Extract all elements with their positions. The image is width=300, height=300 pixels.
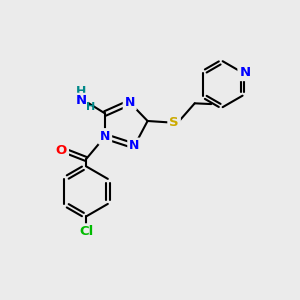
Text: N: N	[124, 96, 135, 109]
Text: N: N	[129, 140, 140, 152]
Text: N: N	[76, 94, 87, 107]
Text: Cl: Cl	[79, 225, 93, 238]
Text: O: O	[56, 144, 67, 157]
Text: H: H	[76, 85, 87, 98]
Text: S: S	[169, 116, 179, 129]
Text: N: N	[239, 66, 250, 79]
Text: N: N	[100, 130, 110, 143]
Text: H: H	[86, 102, 95, 112]
